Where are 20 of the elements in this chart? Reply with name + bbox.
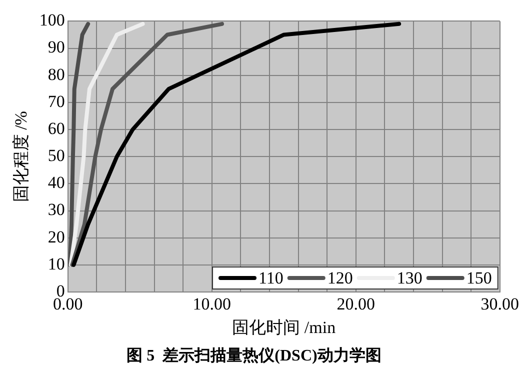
y-tick-label: 10	[48, 254, 65, 274]
y-tick-label: 80	[48, 64, 65, 84]
y-axis-title: 固化程度 /%	[12, 111, 31, 202]
y-tick-label: 70	[48, 92, 65, 111]
x-tick-label: 10.00	[192, 294, 232, 314]
legend-label: 120	[327, 268, 353, 288]
text: 图 5 差示扫描量热仪(DSC)动力学图	[126, 346, 382, 365]
y-tick-label: 40	[48, 173, 65, 192]
legend-label: 130	[396, 268, 422, 288]
y-tick-label: 90	[48, 38, 65, 57]
x-axis-title: 固化时间 /min	[232, 318, 336, 338]
y-tick-label: 30	[48, 200, 65, 220]
y-tick-label: 60	[48, 118, 65, 138]
x-tick-label: 30.00	[480, 294, 519, 314]
y-tick-label: 50	[48, 146, 65, 166]
y-tick-label: 20	[48, 227, 65, 246]
x-tick-label: 20.00	[336, 294, 376, 314]
legend-label: 110	[258, 268, 284, 288]
legend-label: 150	[466, 268, 492, 288]
y-tick-label: 100	[39, 10, 65, 30]
